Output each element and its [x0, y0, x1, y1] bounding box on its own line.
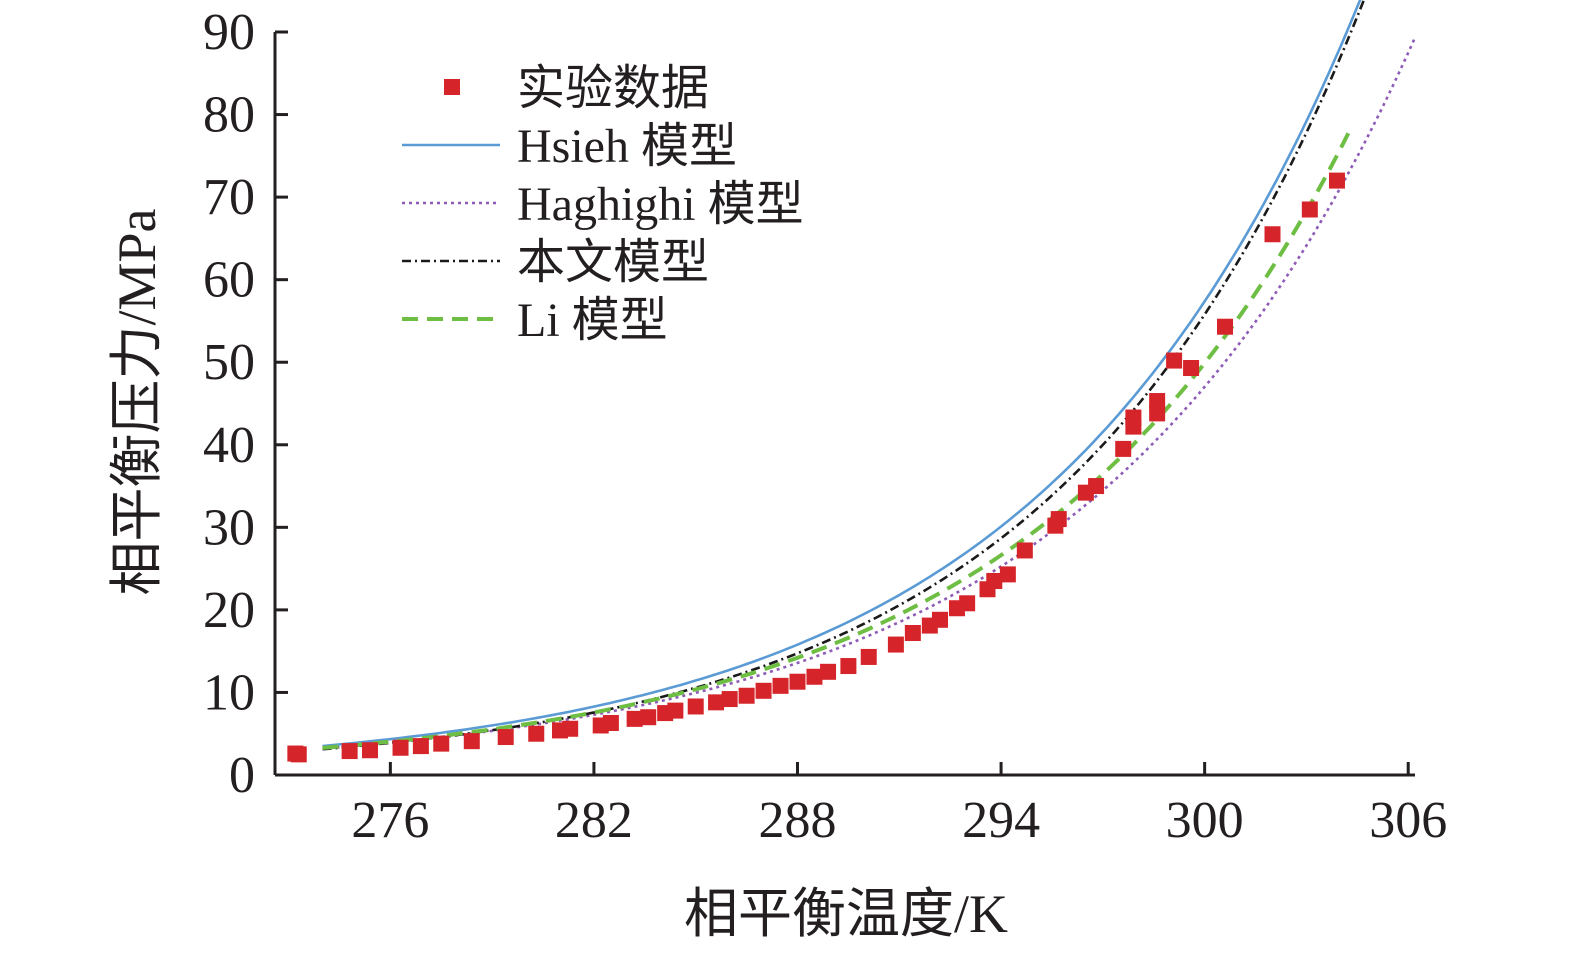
y-tick-label: 90	[203, 4, 255, 61]
data-point	[755, 682, 772, 699]
data-point	[1016, 542, 1033, 559]
data-point	[412, 738, 429, 755]
y-tick-label: 0	[229, 747, 255, 804]
data-point	[290, 746, 307, 763]
x-tick-label: 294	[962, 792, 1040, 849]
data-point	[860, 648, 877, 665]
legend-label: Haghighi 模型	[517, 178, 804, 231]
y-tick-label: 40	[203, 417, 255, 474]
data-point	[362, 742, 378, 759]
data-point	[640, 709, 657, 726]
data-point	[904, 625, 921, 642]
legend-marker	[444, 79, 460, 95]
data-point	[562, 720, 579, 737]
data-point	[463, 733, 480, 750]
data-point	[721, 691, 738, 708]
x-tick-label: 306	[1369, 792, 1447, 849]
data-point	[602, 714, 619, 731]
axes: 0 10 20 30 40 50 60 70 80 90 276 282 288 294 300 306	[203, 4, 1447, 849]
x-axis-label: 相平衡温度/K	[684, 884, 1008, 944]
data-point	[687, 698, 704, 715]
y-tick-label: 10	[203, 664, 255, 721]
x-tick-label: 276	[351, 792, 429, 849]
data-point	[789, 673, 806, 690]
data-point	[1115, 440, 1132, 457]
data-point	[1050, 511, 1067, 528]
y-tick-label: 30	[203, 499, 255, 556]
series-line-Li 模型	[322, 127, 1353, 750]
x-tick-label: 288	[759, 792, 837, 849]
y-tick-label: 70	[203, 169, 255, 226]
data-points	[287, 172, 1345, 763]
series-line-本文模型	[322, 0, 1366, 751]
y-tick-label: 50	[203, 334, 255, 391]
data-point	[497, 729, 514, 746]
data-point	[528, 725, 545, 742]
data-point	[840, 658, 857, 675]
data-point	[1301, 201, 1318, 218]
data-point	[433, 735, 450, 752]
data-point	[959, 595, 976, 612]
data-point	[1166, 352, 1183, 369]
data-point	[1149, 405, 1166, 422]
data-point	[738, 687, 755, 704]
data-point	[806, 668, 823, 685]
legend-label: Li 模型	[517, 294, 668, 347]
data-point	[1183, 360, 1200, 377]
model-curves	[322, 0, 1417, 751]
data-point	[1149, 393, 1166, 410]
y-tick-label: 20	[203, 582, 255, 639]
data-point	[772, 677, 789, 694]
data-point	[1264, 226, 1281, 243]
y-tick-label: 80	[203, 87, 255, 144]
series-line-Hsieh 模型	[322, 0, 1362, 748]
data-point	[887, 636, 904, 653]
data-point	[1088, 478, 1105, 495]
legend-label: 实验数据	[517, 62, 709, 115]
y-tick-label: 60	[203, 252, 255, 309]
data-point	[986, 572, 1003, 589]
data-point	[708, 694, 725, 711]
legend-label: Hsieh 模型	[517, 120, 737, 173]
legend-label: 本文模型	[517, 236, 709, 289]
data-point	[626, 710, 643, 727]
data-point	[820, 663, 837, 680]
x-tick-label: 282	[555, 792, 633, 849]
data-point	[341, 743, 358, 760]
y-axis-label: 相平衡压力/MPa	[107, 208, 167, 595]
data-point	[1217, 318, 1233, 335]
data-point	[999, 566, 1016, 583]
data-point	[932, 611, 948, 628]
data-point	[1125, 409, 1142, 426]
data-point	[667, 702, 684, 719]
x-tick-label: 300	[1166, 792, 1244, 849]
data-point	[1328, 172, 1345, 189]
data-point	[392, 739, 409, 756]
